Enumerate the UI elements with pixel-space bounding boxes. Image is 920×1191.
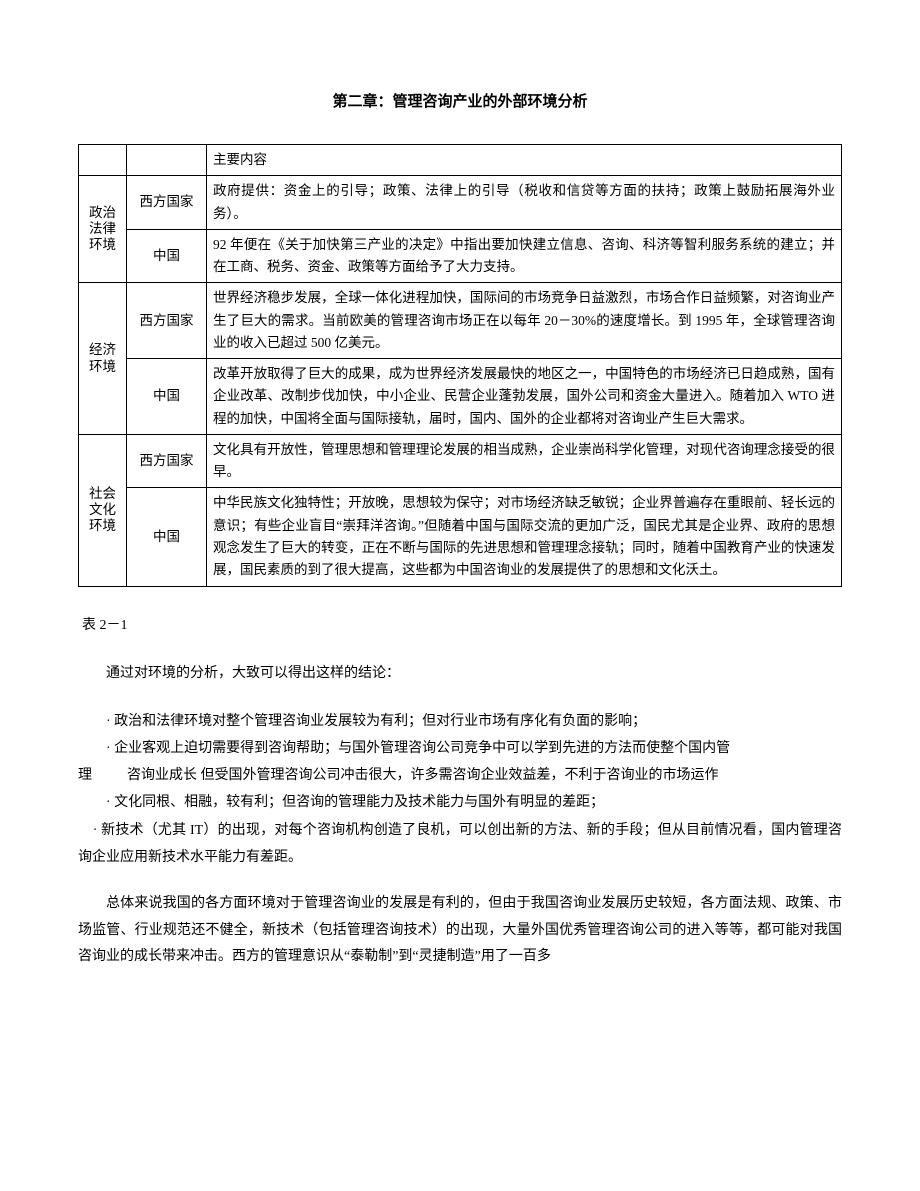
table-row: 中国 中华民族文化独特性；开放晚，思想较为保守；对市场经济缺乏敏锐；企业界普遍存…: [79, 488, 842, 586]
bullet-item: · 政治和法律环境对整个管理咨询业发展较为有利；但对行业市场有序化有负面的影响；: [78, 708, 842, 735]
header-empty: [79, 145, 127, 176]
table-row: 中国 改革开放取得了巨大的成果，成为世界经济发展最快的地区之一，中国特色的市场经…: [79, 359, 842, 435]
table-row: 主要内容: [79, 145, 842, 176]
bullet-right: 咨询业成长 但受国外管理咨询公司冲击很大，许多需咨询企业效益差，不利于咨询业的市…: [127, 768, 719, 783]
table-row: 经济环境 西方国家 世界经济稳步发展，全球一体化进程加快，国际间的市场竞争日益激…: [79, 283, 842, 359]
region-cell: 中国: [127, 488, 207, 586]
region-cell: 西方国家: [127, 176, 207, 230]
region-cell: 中国: [127, 359, 207, 435]
bullet-text: · 新技术（尤其 IT）的出现，对每个咨询机构创造了良机，可以创出新的方法、新的…: [78, 823, 842, 865]
header-empty: [127, 145, 207, 176]
table-row: 社会文化环境 西方国家 文化具有开放性，管理思想和管理理论发展的相当成熟，企业崇…: [79, 434, 842, 488]
bullet-item: · 文化同根、相融，较有利；但咨询的管理能力及技术能力与国外有明显的差距；: [78, 789, 842, 816]
content-cell: 中华民族文化独特性；开放晚，思想较为保守；对市场经济缺乏敏锐；企业界普遍存在重眼…: [207, 488, 842, 586]
table-row: 政治法律环境 西方国家 政府提供：资金上的引导；政策、法律上的引导（税收和信贷等…: [79, 176, 842, 230]
intro-paragraph: 通过对环境的分析，大致可以得出这样的结论：: [78, 661, 842, 688]
env-label: 经济环境: [79, 283, 127, 435]
content-cell: 世界经济稳步发展，全球一体化进程加快，国际间的市场竞争日益激烈，市场合作日益频繁…: [207, 283, 842, 359]
header-content: 主要内容: [207, 145, 842, 176]
table-label: 表 2－1: [82, 615, 842, 637]
bullet-list: · 政治和法律环境对整个管理咨询业发展较为有利；但对行业市场有序化有负面的影响；…: [78, 708, 842, 872]
content-cell: 政府提供：资金上的引导；政策、法律上的引导（税收和信贷等方面的扶持；政策上鼓励拓…: [207, 176, 842, 230]
bullet-item: · 新技术（尤其 IT）的出现，对每个咨询机构创造了良机，可以创出新的方法、新的…: [78, 817, 842, 872]
chapter-title: 第二章：管理咨询产业的外部环境分析: [78, 90, 842, 114]
env-label: 政治法律环境: [79, 176, 127, 283]
content-cell: 92 年便在《关于加快第三产业的决定》中指出要加快建立信息、咨询、科济等智利服务…: [207, 229, 842, 283]
environment-table: 主要内容 政治法律环境 西方国家 政府提供：资金上的引导；政策、法律上的引导（税…: [78, 144, 842, 587]
table-row: 中国 92 年便在《关于加快第三产业的决定》中指出要加快建立信息、咨询、科济等智…: [79, 229, 842, 283]
content-cell: 文化具有开放性，管理思想和管理理论发展的相当成熟，企业崇尚科学化管理，对现代咨询…: [207, 434, 842, 488]
bullet-item: · 企业客观上迫切需要得到咨询帮助；与国外管理咨询公司竞争中可以学到先进的方法而…: [78, 735, 842, 762]
region-cell: 西方国家: [127, 434, 207, 488]
region-cell: 西方国家: [127, 283, 207, 359]
region-cell: 中国: [127, 229, 207, 283]
bullet-left: 理: [78, 768, 92, 783]
final-paragraph: 总体来说我国的各方面环境对于管理咨询业的发展是有利的，但由于我国咨询业发展历史较…: [78, 891, 842, 971]
bullet-item: 理 咨询业成长 但受国外管理咨询公司冲击很大，许多需咨询企业效益差，不利于咨询业…: [78, 762, 842, 789]
env-label: 社会文化环境: [79, 434, 127, 586]
content-cell: 改革开放取得了巨大的成果，成为世界经济发展最快的地区之一，中国特色的市场经济已日…: [207, 359, 842, 435]
